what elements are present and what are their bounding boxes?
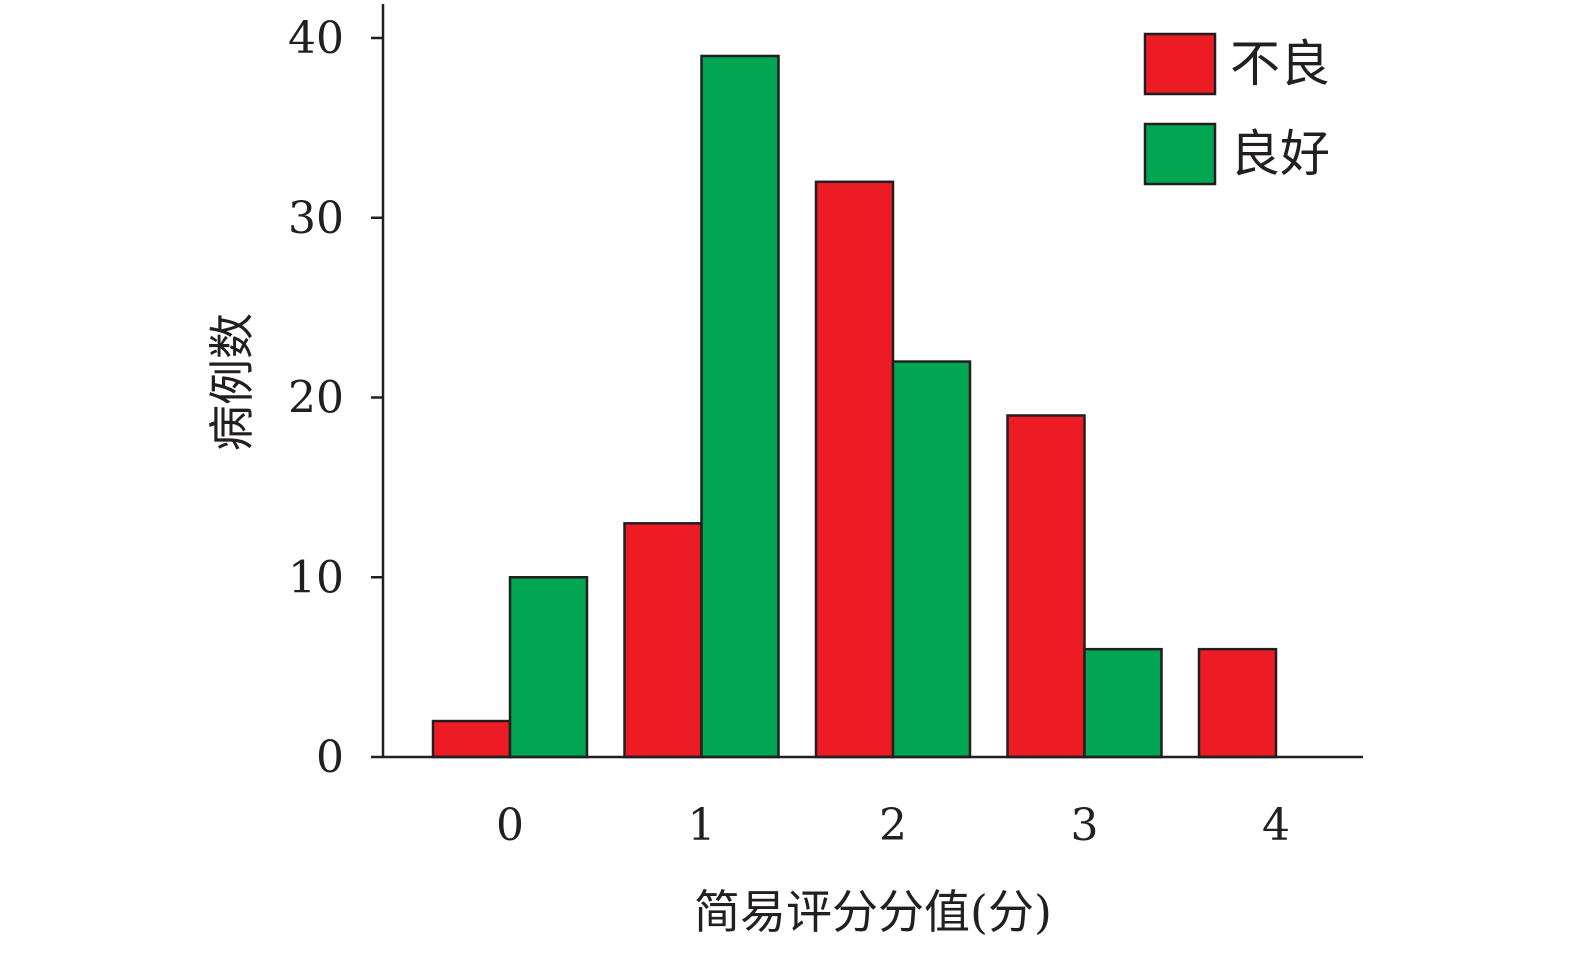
- bar-series-2-0: [508, 576, 589, 759]
- legend-swatch: [1143, 122, 1217, 186]
- legend-label: 不良: [1230, 35, 1330, 93]
- y-tick-label: 40: [288, 13, 344, 64]
- x-tick-label: 1: [688, 800, 716, 851]
- x-tick-label: 3: [1071, 800, 1099, 851]
- legend-swatch: [1143, 32, 1217, 96]
- x-axis-ticks: 0 1 2 3 4: [496, 800, 1290, 851]
- bar-series-2-1: [700, 54, 780, 759]
- y-tick-label: 30: [288, 193, 344, 244]
- bar-series-1-3: [1006, 414, 1086, 759]
- bar-series-2-3: [1083, 647, 1163, 759]
- x-tick-label: 2: [879, 800, 907, 851]
- legend-label: 良好: [1230, 125, 1330, 183]
- x-axis-title: 简易评分分值(分): [694, 885, 1052, 939]
- x-tick-label: 4: [1262, 800, 1290, 851]
- x-tick-label: 0: [496, 800, 524, 851]
- y-tick-label: 20: [288, 373, 344, 424]
- bar-series-1-2: [814, 180, 895, 759]
- bar-series-1-0: [431, 719, 512, 759]
- bar-series-1-4: [1197, 647, 1278, 759]
- bars: [431, 54, 1278, 759]
- y-axis-title: 病例数: [205, 313, 259, 451]
- y-tick-label: 0: [316, 732, 344, 783]
- bar-series-2-2: [891, 360, 972, 759]
- y-axis-ticks: 0 10 20 30 40: [288, 13, 383, 783]
- bar-series-1-1: [623, 522, 703, 759]
- y-tick-label: 10: [288, 552, 344, 603]
